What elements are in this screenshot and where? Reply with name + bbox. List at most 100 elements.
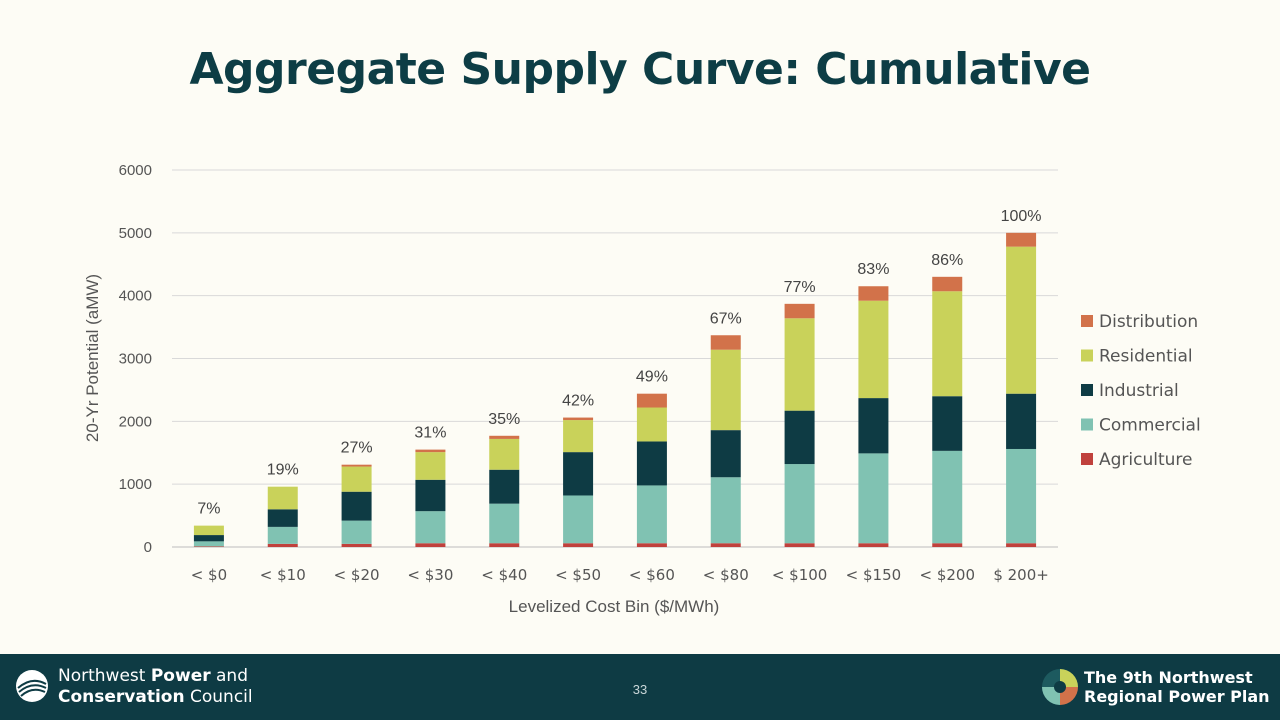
bar-segment-agriculture [636,543,667,547]
x-tick-label: < $40 [481,566,527,584]
page-number: 33 [632,682,648,697]
x-axis-ticks: < $0 < $10 < $20 < $30 < $40 < $50 < $60 < $80 <… [191,566,1049,584]
percent-label: 100% [1001,208,1042,225]
x-tick-label: < $60 [629,566,675,584]
slide-title: Aggregate Supply Curve: Cumulative [189,44,1091,95]
bar-segment-agriculture [710,543,741,547]
power-plan-name: The 9th Northwest Regional Power Plan [1084,668,1270,706]
bar-segment-residential [858,300,889,399]
bar-segment-distribution [415,449,446,453]
percent-label: 83% [857,261,889,278]
bar-segment-distribution [636,393,667,408]
bar-segment-residential [415,452,446,480]
bar-segment-industrial [563,452,594,496]
bar-segment-industrial [858,398,889,454]
percent-label: 42% [562,393,594,410]
council-line2-suffix: Council [184,687,253,707]
bar-segment-industrial [193,535,224,542]
y-tick-label: 0 [144,539,152,556]
x-tick-label: < $0 [191,566,227,584]
bar-segment-industrial [636,441,667,486]
bar-segment-residential [489,438,520,470]
bar-segment-distribution [932,276,963,292]
chart-gridlines [172,169,1058,548]
bar-segment-commercial [415,511,446,544]
y-tick-label: 3000 [119,351,152,368]
y-tick-label: 2000 [119,413,152,430]
percent-label: 67% [710,310,742,327]
x-tick-label: $ 200+ [993,566,1049,584]
bar-segment-residential [636,407,667,442]
stacked-bar-chart: 0 1000 2000 3000 4000 5000 6000 7% 19% 27% 31% 35%… [83,162,1201,616]
bar-segment-residential [784,318,815,411]
chart-bars [193,232,1037,547]
percent-label: 77% [784,279,816,296]
bar-segment-residential [563,420,594,453]
bar-segment-industrial [489,469,520,504]
bar-segment-agriculture [267,543,298,547]
plan-line2: Regional Power Plan [1084,687,1270,706]
legend-label-agriculture: Agriculture [1099,450,1193,470]
bar-segment-agriculture [489,543,520,547]
bar-segment-commercial [563,495,594,544]
x-tick-label: < $10 [260,566,306,584]
bar-segment-distribution [341,464,372,467]
bar-segment-commercial [341,520,372,544]
bar-segment-distribution [489,435,520,439]
footer-bar: Northwest Power and Conservation Council… [0,654,1280,720]
bar-segment-industrial [932,396,963,451]
bar-segment-agriculture [784,543,815,547]
y-tick-label: 1000 [119,476,152,493]
council-line1-suffix: and [210,666,248,686]
percent-label: 35% [488,411,520,428]
council-line2-bold: Conservation [58,687,185,707]
council-logo-icon [16,670,48,702]
bar-segment-distribution [784,303,815,319]
bar-segment-agriculture [858,543,889,547]
y-tick-label: 4000 [119,288,152,305]
plan-line1: The 9th Northwest [1084,668,1253,687]
x-tick-label: < $80 [703,566,749,584]
legend-swatch-commercial [1081,418,1093,431]
bar-segment-agriculture [1006,543,1037,547]
bar-segment-commercial [267,526,298,544]
legend-label-residential: Residential [1099,347,1193,367]
bar-segment-commercial [784,464,815,544]
bar-segment-agriculture [415,543,446,547]
bar-segment-residential [932,291,963,397]
x-tick-label: < $30 [407,566,453,584]
bar-segment-commercial [489,503,520,544]
y-axis-ticks: 0 1000 2000 3000 4000 5000 6000 [119,162,152,556]
bar-segment-commercial [193,541,224,547]
legend-swatch-distribution [1081,315,1093,327]
percent-labels: 7% 19% 27% 31% 35% 42% 49% 67% 77% 83% 86% 100% [197,208,1041,518]
bar-segment-distribution [710,335,741,350]
bar-segment-distribution [563,417,594,421]
bar-segment-agriculture [932,543,963,547]
bar-segment-commercial [1006,448,1037,544]
bar-segment-residential [193,525,224,536]
bar-segment-distribution [858,286,889,301]
legend-label-commercial: Commercial [1099,416,1201,436]
bar-segment-industrial [341,491,372,521]
bar-segment-industrial [784,410,815,465]
x-tick-label: < $20 [334,566,380,584]
bar-segment-agriculture [563,543,594,547]
x-tick-label: < $150 [846,566,902,584]
legend-swatch-industrial [1081,384,1093,396]
bar-segment-agriculture [193,546,224,547]
bar-segment-residential [267,486,298,510]
x-tick-label: < $200 [919,566,975,584]
y-tick-label: 5000 [119,225,152,242]
x-tick-label: < $50 [555,566,601,584]
percent-label: 86% [931,252,963,269]
bar-segment-industrial [415,479,446,512]
percent-label: 7% [197,501,220,518]
chart-legend: Distribution Residential Industrial Commerc… [1081,312,1201,470]
y-axis-label: 20-Yr Potential (aMW) [83,274,102,442]
legend-swatch-residential [1081,349,1093,362]
bar-segment-industrial [710,430,741,478]
council-name: Northwest Power and Conservation Council [58,666,253,708]
legend-swatch-agriculture [1081,453,1093,465]
bar-segment-residential [710,349,741,431]
